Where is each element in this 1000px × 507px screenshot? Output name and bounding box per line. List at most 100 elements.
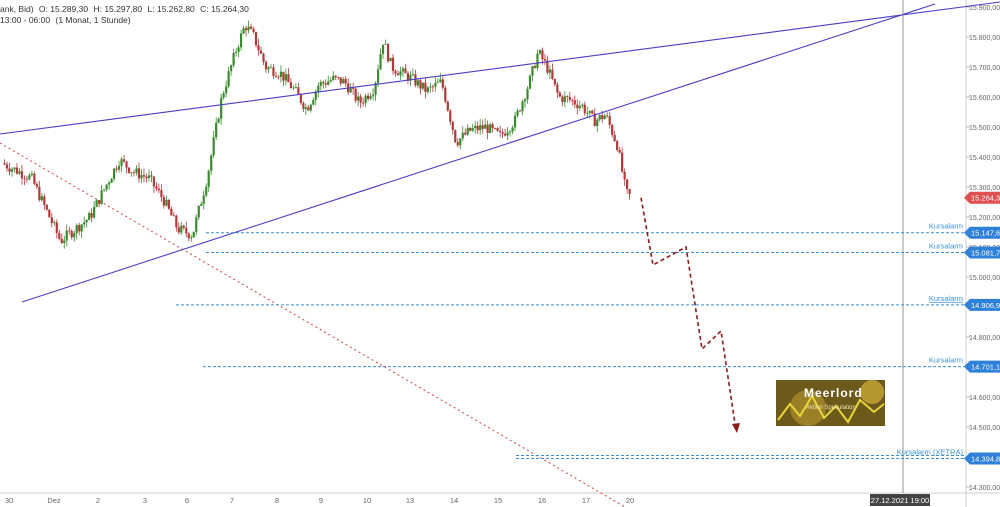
candles — [3, 20, 631, 249]
candle-body — [289, 82, 292, 89]
candle-body — [603, 115, 606, 120]
candle-body — [319, 82, 322, 86]
candle-body — [112, 168, 116, 179]
alarm-price-tag[interactable] — [964, 298, 1000, 311]
candle-body — [401, 68, 405, 72]
candle-body — [20, 171, 24, 179]
candle-body — [439, 79, 442, 83]
candle-body — [294, 87, 297, 89]
y-tick-label: 15.900,00 — [969, 5, 1000, 12]
candle-body — [484, 124, 487, 129]
x-tick-label: 17 — [582, 496, 590, 505]
candle-body — [257, 45, 260, 51]
candle-body — [190, 237, 193, 239]
x-tick-label: 30 — [5, 496, 13, 505]
candle-body — [284, 74, 288, 81]
candle-body — [277, 76, 280, 78]
candle-body — [312, 99, 315, 105]
candle-body — [269, 67, 273, 69]
candle-body — [429, 86, 432, 88]
upper-trendline[interactable] — [0, 1, 1000, 135]
candle-body — [130, 172, 133, 174]
candle-body — [381, 44, 385, 54]
candle-body — [235, 51, 238, 53]
candle-body — [531, 66, 534, 76]
candle-body — [503, 133, 507, 136]
candle-body — [623, 171, 626, 180]
y-tick-label: 15.000,00 — [969, 275, 1000, 282]
candle-body — [616, 141, 619, 151]
candle-body — [157, 188, 161, 191]
alarm-price-tag[interactable] — [964, 226, 1000, 239]
candle-body — [526, 88, 529, 100]
candle-body — [598, 115, 601, 120]
candle-body — [494, 128, 497, 129]
candle-body — [543, 59, 547, 61]
y-tick-label: 14.300,00 — [969, 485, 1000, 492]
y-tick-label: 14.500,00 — [969, 425, 1000, 432]
lower-trendline[interactable] — [21, 3, 936, 303]
candle-body — [132, 172, 136, 174]
alarm-price-tag[interactable] — [964, 246, 1000, 259]
candle-body — [611, 125, 614, 135]
candle-body — [362, 102, 365, 104]
candle-body — [376, 69, 380, 83]
candle-body — [324, 83, 327, 85]
candle-body — [586, 112, 589, 114]
candle-body — [140, 175, 143, 179]
candle-body — [566, 96, 569, 98]
candle-body — [546, 60, 549, 73]
candle-body — [626, 179, 629, 190]
candle-body — [386, 43, 390, 62]
candle-body — [454, 130, 457, 143]
candle-body — [28, 175, 31, 180]
candle-body — [374, 82, 377, 95]
candle-body — [15, 167, 19, 174]
y-tick-label: 14.600,00 — [969, 395, 1000, 402]
candle-body — [135, 168, 138, 173]
candle-body — [486, 124, 489, 133]
candle-body — [496, 128, 499, 132]
candle-body — [220, 97, 223, 119]
candle-body — [292, 87, 295, 89]
candle-body — [551, 69, 554, 79]
candle-body — [416, 80, 420, 86]
candle-body — [202, 195, 205, 204]
candle-body — [369, 96, 372, 99]
candle-body — [50, 217, 53, 224]
candle-body — [120, 159, 123, 166]
candle-body — [172, 215, 175, 217]
candle-body — [222, 93, 225, 98]
candle-body — [215, 122, 218, 138]
candle-body — [481, 125, 484, 129]
candle-body — [43, 196, 46, 205]
candle-body — [73, 233, 76, 238]
candle-body — [414, 74, 417, 86]
downtrend-line[interactable] — [0, 142, 626, 507]
candle-body — [155, 186, 158, 189]
alarm-price-tag[interactable] — [964, 360, 1000, 373]
candle-body — [103, 189, 106, 191]
candle-body — [396, 73, 400, 76]
candle-body — [469, 127, 472, 131]
candle-body — [581, 104, 584, 106]
candle-body — [70, 231, 73, 238]
candle-body — [541, 50, 544, 60]
candle-body — [302, 102, 305, 109]
candle-body — [404, 68, 407, 74]
candle-body — [317, 85, 320, 92]
candle-body — [90, 213, 93, 218]
candle-body — [152, 176, 156, 187]
candle-body — [446, 101, 449, 111]
candle-body — [307, 107, 310, 111]
candle-body — [18, 171, 21, 174]
candle-body — [100, 190, 103, 204]
candle-body — [553, 78, 556, 85]
candle-body — [548, 69, 552, 73]
candle-body — [449, 110, 452, 122]
alarm-price-tag[interactable] — [964, 452, 1000, 465]
alarm-price-value: 15.147,66 — [971, 229, 1000, 238]
candle-body — [354, 88, 357, 101]
